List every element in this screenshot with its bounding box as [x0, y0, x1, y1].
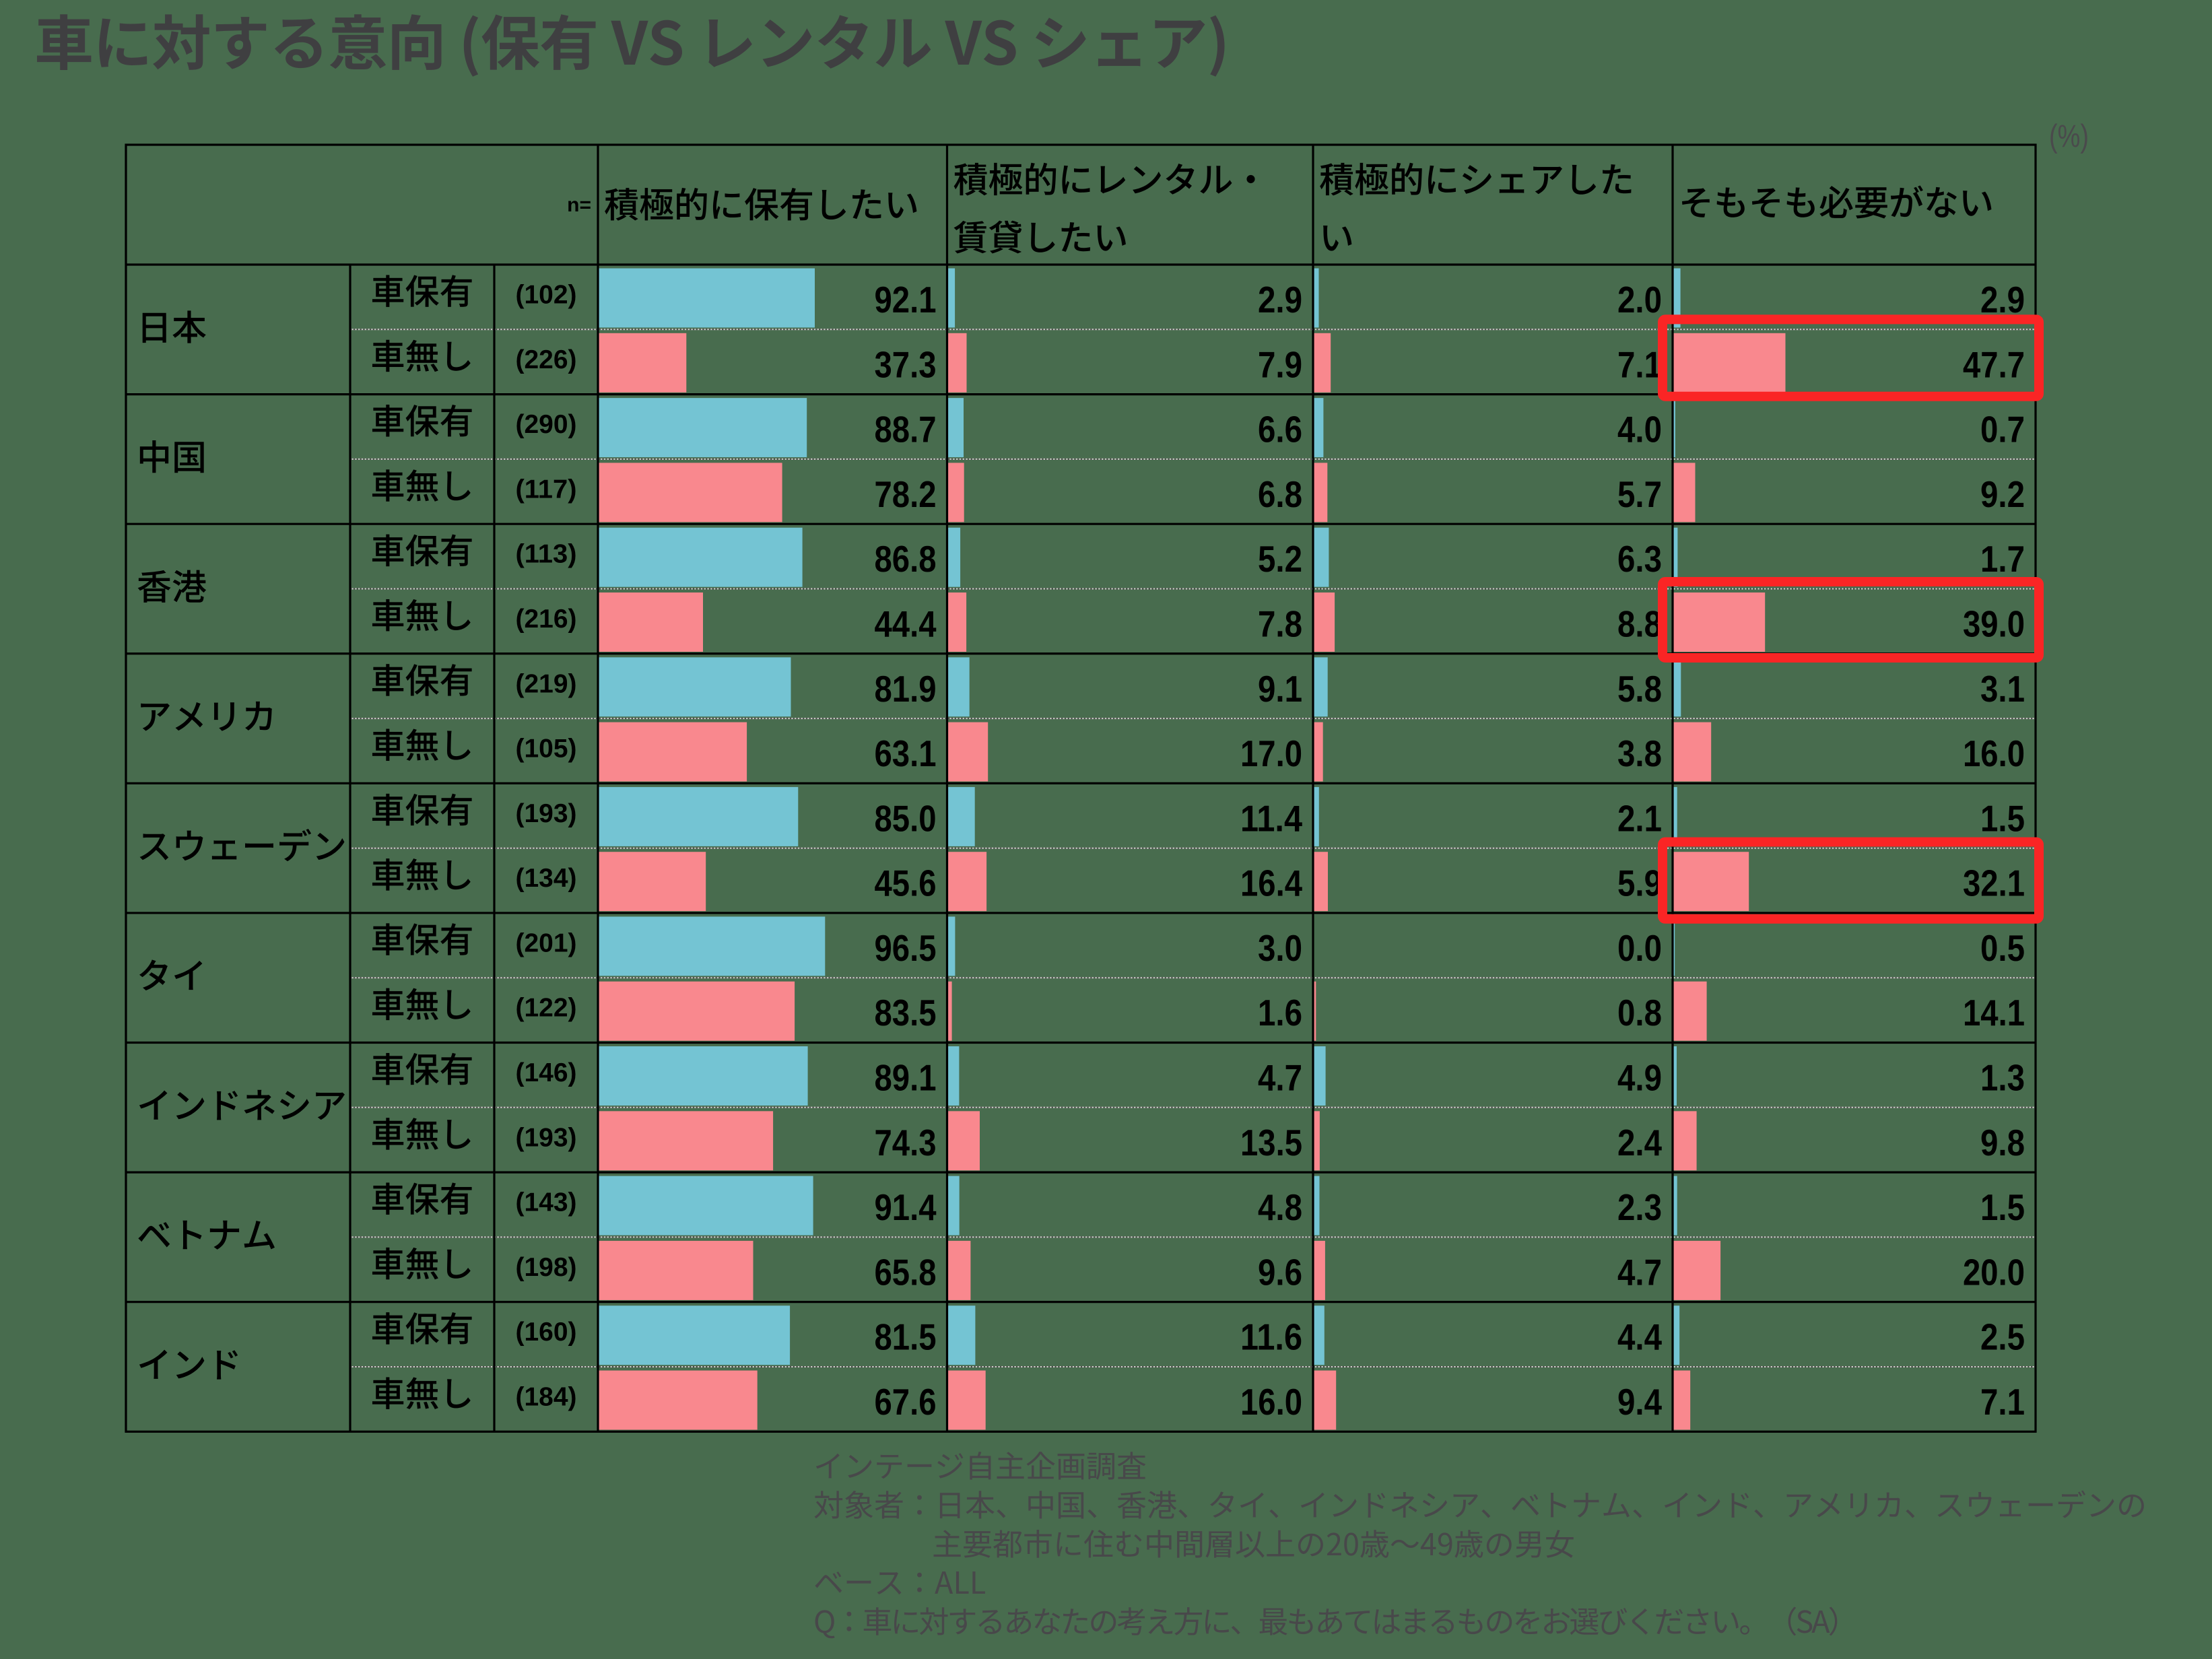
- svg-text:5.7: 5.7: [1617, 473, 1662, 515]
- svg-text:(113): (113): [516, 540, 577, 569]
- svg-text:4.7: 4.7: [1258, 1057, 1302, 1099]
- svg-text:2.4: 2.4: [1617, 1122, 1662, 1163]
- svg-text:(193): (193): [516, 1123, 577, 1152]
- svg-text:65.8: 65.8: [875, 1251, 937, 1293]
- svg-text:4.9: 4.9: [1617, 1057, 1662, 1099]
- svg-text:85.0: 85.0: [875, 797, 937, 839]
- svg-text:11.4: 11.4: [1240, 797, 1302, 839]
- svg-text:83.5: 83.5: [875, 992, 937, 1034]
- svg-text:3.1: 3.1: [1980, 668, 2025, 710]
- svg-text:1.5: 1.5: [1980, 797, 2025, 839]
- svg-text:11.6: 11.6: [1240, 1316, 1302, 1358]
- svg-text:7.9: 7.9: [1258, 343, 1302, 385]
- svg-text:1.3: 1.3: [1980, 1057, 2025, 1099]
- svg-text:16.0: 16.0: [1240, 1381, 1302, 1423]
- svg-text:67.6: 67.6: [875, 1381, 937, 1423]
- svg-text:37.3: 37.3: [875, 343, 937, 385]
- svg-text:5.9: 5.9: [1617, 862, 1662, 904]
- svg-text:6.3: 6.3: [1617, 538, 1662, 580]
- svg-text:2.9: 2.9: [1258, 279, 1302, 320]
- svg-text:39.0: 39.0: [1963, 603, 2025, 645]
- svg-text:1.6: 1.6: [1258, 992, 1302, 1034]
- svg-text:(105): (105): [516, 735, 577, 764]
- svg-text:63.1: 63.1: [875, 733, 937, 774]
- svg-text:6.8: 6.8: [1258, 473, 1302, 515]
- svg-text:(160): (160): [516, 1318, 577, 1347]
- svg-text:2.5: 2.5: [1980, 1316, 2025, 1358]
- svg-text:9.4: 9.4: [1617, 1381, 1662, 1423]
- svg-text:17.0: 17.0: [1240, 733, 1302, 774]
- svg-text:2.1: 2.1: [1617, 797, 1662, 839]
- svg-text:89.1: 89.1: [875, 1057, 937, 1099]
- svg-text:7.1: 7.1: [1617, 343, 1662, 385]
- svg-text:78.2: 78.2: [875, 473, 937, 515]
- svg-text:7.1: 7.1: [1980, 1381, 2025, 1423]
- svg-text:88.7: 88.7: [875, 409, 937, 450]
- svg-text:(290): (290): [516, 410, 577, 439]
- svg-text:0.0: 0.0: [1617, 927, 1662, 969]
- svg-text:4.0: 4.0: [1617, 409, 1662, 450]
- svg-text:4.4: 4.4: [1617, 1316, 1662, 1358]
- svg-text:(198): (198): [516, 1253, 577, 1282]
- svg-text:1.5: 1.5: [1980, 1186, 2025, 1228]
- svg-text:74.3: 74.3: [875, 1122, 937, 1163]
- svg-text:9.1: 9.1: [1258, 668, 1302, 710]
- svg-text:81.5: 81.5: [875, 1316, 937, 1358]
- svg-text:9.8: 9.8: [1980, 1122, 2025, 1163]
- svg-text:47.7: 47.7: [1963, 343, 2025, 385]
- svg-text:16.4: 16.4: [1240, 862, 1302, 904]
- svg-text:0.7: 0.7: [1980, 409, 2025, 450]
- svg-text:86.8: 86.8: [875, 538, 937, 580]
- svg-text:2.9: 2.9: [1980, 279, 2025, 320]
- svg-text:(117): (117): [516, 475, 577, 504]
- svg-text:(184): (184): [516, 1383, 577, 1412]
- svg-text:(102): (102): [516, 281, 577, 310]
- svg-text:(143): (143): [516, 1188, 577, 1217]
- svg-text:92.1: 92.1: [875, 279, 937, 320]
- svg-text:45.6: 45.6: [875, 862, 937, 904]
- svg-text:81.9: 81.9: [875, 668, 937, 710]
- svg-text:96.5: 96.5: [875, 927, 937, 969]
- svg-text:44.4: 44.4: [875, 603, 937, 645]
- svg-text:(226): (226): [516, 345, 577, 374]
- svg-text:13.5: 13.5: [1240, 1122, 1302, 1163]
- svg-text:5.8: 5.8: [1617, 668, 1662, 710]
- svg-text:20.0: 20.0: [1963, 1251, 2025, 1293]
- svg-text:6.6: 6.6: [1258, 409, 1302, 450]
- svg-text:2.0: 2.0: [1617, 279, 1662, 320]
- svg-text:(216): (216): [516, 605, 577, 634]
- svg-text:16.0: 16.0: [1963, 733, 2025, 774]
- svg-text:0.5: 0.5: [1980, 927, 2025, 969]
- svg-text:3.0: 3.0: [1258, 927, 1302, 969]
- svg-text:1.7: 1.7: [1980, 538, 2025, 580]
- svg-text:4.8: 4.8: [1258, 1186, 1302, 1228]
- svg-text:n=: n=: [567, 194, 591, 216]
- svg-text:32.1: 32.1: [1963, 862, 2025, 904]
- svg-text:4.7: 4.7: [1617, 1251, 1662, 1293]
- svg-text:(134): (134): [516, 864, 577, 893]
- svg-text:0.8: 0.8: [1617, 992, 1662, 1034]
- svg-text:(193): (193): [516, 799, 577, 828]
- svg-text:14.1: 14.1: [1963, 992, 2025, 1034]
- svg-text:8.8: 8.8: [1617, 603, 1662, 645]
- svg-text:(%): (%): [2049, 118, 2089, 154]
- svg-text:(146): (146): [516, 1058, 577, 1087]
- svg-text:(219): (219): [516, 669, 577, 698]
- svg-text:(201): (201): [516, 928, 577, 957]
- svg-text:9.6: 9.6: [1258, 1251, 1302, 1293]
- svg-text:2.3: 2.3: [1617, 1186, 1662, 1228]
- svg-text:3.8: 3.8: [1617, 733, 1662, 774]
- svg-text:(122): (122): [516, 994, 577, 1023]
- svg-text:7.8: 7.8: [1258, 603, 1302, 645]
- svg-text:5.2: 5.2: [1258, 538, 1302, 580]
- svg-text:9.2: 9.2: [1980, 473, 2025, 515]
- svg-text:91.4: 91.4: [875, 1186, 937, 1228]
